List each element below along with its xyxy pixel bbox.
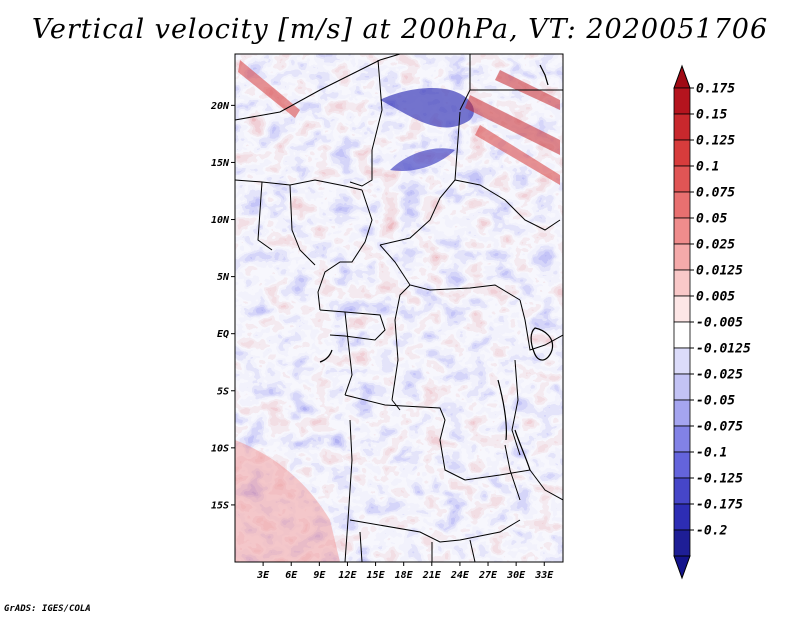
colorbar-swatch: [673, 217, 691, 245]
lon-tick-label: 12E: [338, 570, 357, 581]
colorbar-swatch: [673, 295, 691, 323]
lon-tick-label: 21E: [422, 570, 442, 581]
colorbar-bottom-arrow: [673, 555, 691, 580]
lat-tick-label: 20N: [210, 101, 230, 112]
colorbar-label: 0.005: [696, 290, 735, 305]
lon-tick-label: 9E: [313, 570, 326, 581]
colorbar-label: 0.175: [696, 82, 735, 97]
colorbar-swatch: [673, 451, 691, 479]
colorbar-label: 0.075: [696, 186, 735, 201]
grads-credit: GrADS: IGES/COLA: [4, 604, 91, 614]
colorbar-swatch: [673, 477, 691, 505]
ascent-region-sw: [235, 440, 340, 562]
descent-band-north: [380, 88, 474, 171]
colorbar-swatch: [673, 139, 691, 167]
lat-tick-label: 15S: [211, 500, 229, 511]
lat-tick-label: 5N: [217, 272, 230, 283]
colorbar-swatch: [673, 113, 691, 141]
lakes: [319, 64, 554, 471]
lon-tick-label: 18E: [395, 570, 414, 581]
lon-tick-label: 6E: [285, 570, 298, 581]
country-borders: [235, 54, 563, 562]
colorbar-label: -0.05: [696, 394, 735, 409]
colorbar-label: 0.125: [696, 134, 735, 149]
colorbar-swatch: [673, 399, 691, 427]
colorbar-label: 0.15: [696, 108, 727, 123]
colorbar-label: -0.025: [696, 368, 743, 383]
colorbar-label: -0.2: [696, 524, 727, 539]
lon-tick-label: 27E: [478, 570, 498, 581]
lat-tick-label: EQ: [217, 329, 229, 340]
colorbar-label: -0.0125: [696, 342, 751, 357]
lon-tick-label: 24E: [450, 570, 470, 581]
colorbar-swatch: [673, 269, 691, 297]
colorbar-swatch: [673, 191, 691, 219]
colorbar-label: -0.005: [696, 316, 743, 331]
colorbar-swatch: [673, 425, 691, 453]
colorbar-swatch: [673, 321, 691, 349]
colorbar-swatch: [673, 373, 691, 401]
colorbar-swatch: [673, 347, 691, 375]
colorbar-label: -0.175: [696, 498, 743, 513]
longitude-axis: 3E 6E 9E 12E 15E 18E 21E 24E 27E 30E 33E: [256, 562, 554, 581]
lat-tick-label: 15N: [211, 158, 230, 169]
velocity-field: [235, 54, 563, 562]
colorbar: 0.175 0.15 0.125 0.1 0.075 0.05 0.025 0.0125 0.0…: [673, 64, 751, 580]
lon-tick-label: 15E: [367, 570, 386, 581]
colorbar-swatch: [673, 503, 691, 531]
colorbar-label: -0.075: [696, 420, 743, 435]
lon-tick-label: 3E: [256, 570, 270, 581]
colorbar-label: 0.025: [696, 238, 735, 253]
colorbar-top-arrow: [673, 64, 691, 89]
lon-tick-label: 30E: [506, 570, 526, 581]
colorbar-label: -0.125: [696, 472, 743, 487]
latitude-axis: 20N 15N 10N 5N EQ 5S 10S 15S: [210, 101, 235, 511]
colorbar-label: -0.1: [696, 446, 727, 461]
colorbar-swatch: [673, 165, 691, 193]
plot-frame: [234, 53, 564, 563]
lat-tick-label: 5S: [217, 386, 229, 397]
lon-tick-label: 33E: [534, 570, 554, 581]
colorbar-swatch: [673, 87, 691, 115]
lat-tick-label: 10N: [211, 215, 230, 226]
lat-tick-label: 10S: [211, 443, 229, 454]
colorbar-swatch: [673, 529, 691, 557]
colorbar-label: 0.0125: [696, 264, 743, 279]
colorbar-label: 0.1: [696, 160, 719, 175]
map-title: Vertical velocity [m/s] at 200hPa, VT: 2…: [31, 14, 769, 45]
colorbar-label: 0.05: [696, 212, 727, 227]
colorbar-swatch: [673, 243, 691, 271]
